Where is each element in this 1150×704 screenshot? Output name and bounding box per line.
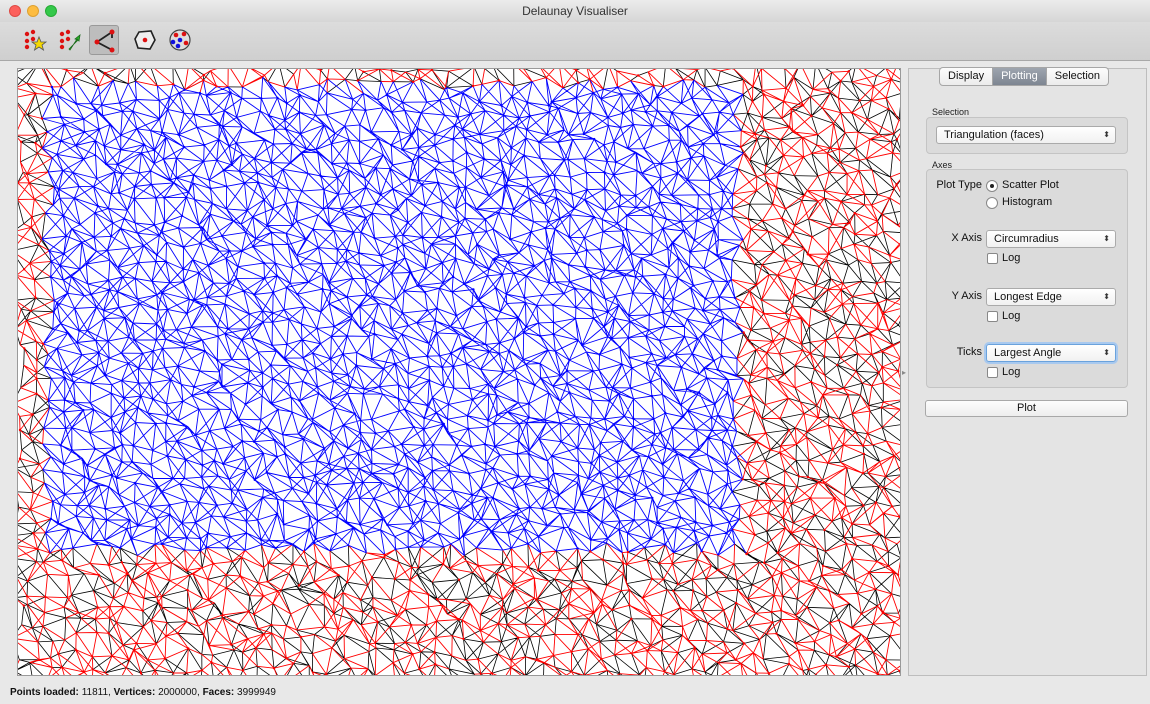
voronoi-cell-icon: [134, 30, 156, 50]
colored-points-icon: [169, 29, 191, 51]
tab-selection[interactable]: Selection: [1046, 67, 1110, 86]
x-axis-label: X Axis: [951, 232, 982, 244]
panel-tabs: Display Plotting Selection: [939, 67, 1110, 86]
combo-arrows-icon: ⬍: [1103, 292, 1110, 301]
selection-group-title: Selection: [932, 107, 970, 117]
y-axis-combo[interactable]: Longest Edge ⬍: [986, 288, 1116, 306]
close-window-button[interactable]: [9, 5, 21, 17]
selected-region-mesh: [41, 77, 748, 556]
tab-plotting[interactable]: Plotting: [993, 67, 1047, 86]
triangulation-canvas[interactable]: [17, 68, 901, 676]
triangle-edges-icon: [94, 29, 115, 53]
y-log-checkbox[interactable]: [987, 311, 998, 322]
x-log-label[interactable]: Log: [1002, 252, 1021, 264]
minimize-window-button[interactable]: [27, 5, 39, 17]
tool-triangle-edges-button[interactable]: [89, 25, 119, 55]
points-loaded-value: 11811: [81, 687, 109, 698]
y-axis-combo-value: Longest Edge: [994, 291, 1062, 303]
outer-mesh-red-edges: [18, 69, 900, 675]
delaunay-mesh-view[interactable]: [18, 69, 900, 675]
splitter-handle[interactable]: ▸: [902, 368, 907, 377]
plot-button[interactable]: Plot: [925, 400, 1128, 417]
scatter-plot-radio[interactable]: [986, 180, 998, 192]
combo-arrows-icon: ⬍: [1103, 348, 1110, 357]
plot-type-label: Plot Type: [936, 179, 982, 191]
combo-arrows-icon: ⬍: [1103, 130, 1110, 139]
vertices-value: 2000000: [158, 687, 197, 698]
x-axis-combo-value: Circumradius: [994, 233, 1059, 245]
x-axis-combo[interactable]: Circumradius ⬍: [986, 230, 1116, 248]
zoom-window-button[interactable]: [45, 5, 57, 17]
tool-scatter-arrow-button[interactable]: [55, 25, 85, 55]
ticks-log-checkbox[interactable]: [987, 367, 998, 378]
vertices-label: Vertices:: [113, 687, 156, 698]
status-text: Points loaded: 11811, Vertices: 2000000,…: [10, 687, 276, 698]
ticks-combo[interactable]: Largest Angle ⬍: [986, 344, 1116, 362]
combo-arrows-icon: ⬍: [1103, 234, 1110, 243]
selection-combo[interactable]: Triangulation (faces) ⬍: [936, 126, 1116, 144]
histogram-label[interactable]: Histogram: [1002, 196, 1053, 208]
y-log-label[interactable]: Log: [1002, 310, 1021, 322]
scatter-arrow-icon: [59, 29, 81, 51]
scatter-plot-label[interactable]: Scatter Plot: [1002, 179, 1059, 191]
selection-combo-value: Triangulation (faces): [944, 129, 1044, 141]
outer-mesh-black-edges: [18, 69, 900, 675]
ticks-log-label[interactable]: Log: [1002, 366, 1021, 378]
y-axis-label: Y Axis: [951, 290, 982, 302]
tool-voronoi-cell-button[interactable]: [130, 25, 160, 55]
ticks-label: Ticks: [956, 346, 982, 358]
points-loaded-label: Points loaded:: [10, 687, 79, 698]
window-title: Delaunay Visualiser: [522, 4, 628, 18]
ticks-combo-value: Largest Angle: [994, 347, 1062, 359]
tab-display[interactable]: Display: [939, 67, 994, 86]
toolbar: [0, 22, 1150, 61]
x-log-checkbox[interactable]: [987, 253, 998, 264]
status-bar: Points loaded: 11811, Vertices: 2000000,…: [0, 680, 1150, 704]
tool-scatter-star-button[interactable]: [20, 25, 50, 55]
tool-colored-points-button[interactable]: [165, 25, 195, 55]
faces-value: 3999949: [237, 687, 276, 698]
axes-group-title: Axes: [932, 160, 953, 170]
faces-label: Faces:: [202, 687, 235, 698]
title-bar: Delaunay Visualiser: [0, 0, 1150, 23]
scatter-star-icon: [24, 29, 47, 51]
histogram-radio[interactable]: [986, 197, 998, 209]
